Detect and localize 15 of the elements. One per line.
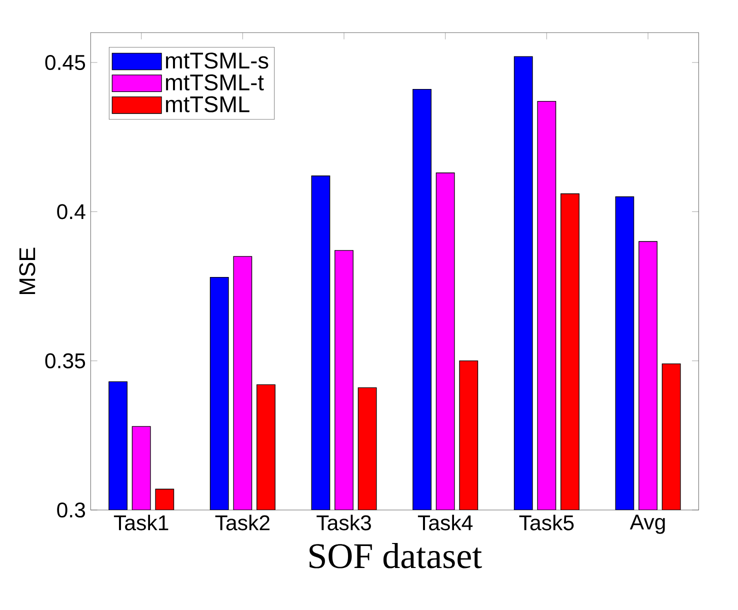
y-tick-label: 0.35	[45, 353, 86, 368]
x-tick-label: Avg	[630, 514, 665, 534]
legend-label: mtTSML-s	[166, 52, 268, 69]
x-tick-label: Task5	[519, 514, 574, 530]
y-tick-label: 0.3	[57, 502, 86, 518]
x-axis-title: SOF dataset	[310, 542, 482, 568]
legend-label: mtTSML	[166, 96, 250, 112]
y-axis-title: MSE	[19, 248, 36, 294]
x-tick-label: Task2	[215, 514, 270, 530]
x-tick-label: Task1	[114, 514, 168, 530]
x-tick-label: Task3	[316, 514, 371, 530]
y-tick-label: 0.45	[45, 54, 86, 70]
y-tick-label: 0.4	[57, 204, 86, 220]
x-tick-label: Task4	[418, 514, 473, 530]
legend-label: mtTSML-t	[166, 74, 264, 90]
